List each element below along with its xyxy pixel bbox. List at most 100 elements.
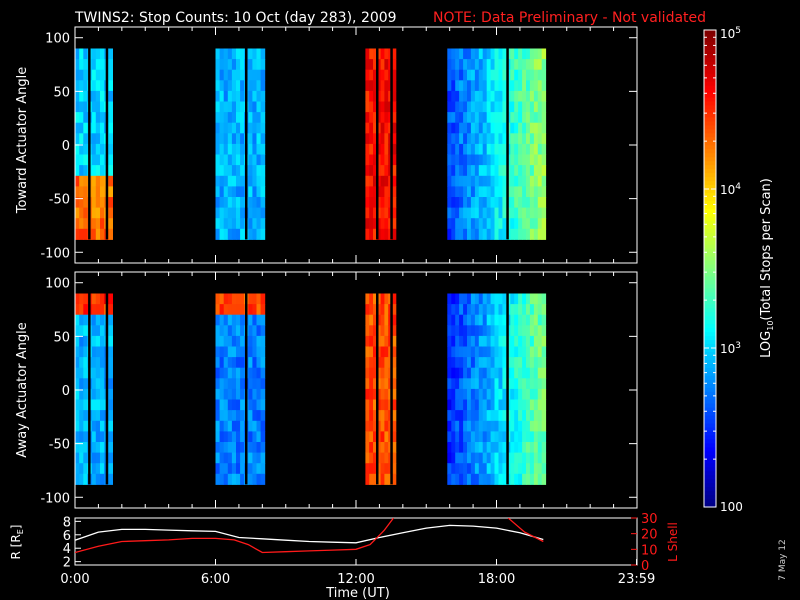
colorbar-swatch	[704, 451, 716, 456]
heatmap-cell	[533, 218, 539, 230]
heatmap-cell	[459, 143, 464, 155]
heatmap-cell	[260, 80, 266, 92]
heatmap-cell	[529, 59, 535, 71]
heatmap-cell	[451, 399, 456, 411]
heatmap-cell	[447, 293, 452, 305]
heatmap-cell	[369, 143, 374, 155]
ytick-label: 100	[45, 277, 70, 292]
heatmap-cell	[219, 101, 225, 113]
colorbar-swatch	[704, 232, 716, 238]
heatmap-cell	[474, 399, 480, 411]
heatmap-cell	[392, 165, 397, 177]
heatmap-cell	[447, 133, 452, 145]
colorbar-swatch	[704, 236, 716, 242]
heatmap-cell	[252, 410, 257, 422]
heatmap-cell	[533, 133, 539, 145]
heatmap-cell	[384, 59, 389, 71]
heatmap-cell	[380, 80, 385, 92]
heatmap-cell	[392, 218, 397, 230]
heatmap-cell	[369, 367, 374, 379]
heatmap-cell	[260, 165, 266, 177]
heatmap-cell	[451, 388, 456, 400]
heatmap-cell	[463, 335, 468, 347]
heatmap-cell	[79, 218, 84, 230]
heatmap-cell	[470, 442, 476, 454]
heatmap-cell	[108, 378, 113, 390]
heatmap-cell	[459, 410, 464, 422]
heatmap-cell	[91, 325, 97, 337]
heatmap-cell	[75, 442, 80, 454]
heatmap-cell	[526, 207, 531, 219]
lshell-series-line	[75, 518, 395, 554]
heatmap-cell	[463, 80, 468, 92]
heatmap-cell	[392, 143, 397, 155]
heatmap-cell	[219, 143, 225, 155]
heatmap-cell	[256, 207, 262, 219]
heatmap-cell	[459, 388, 464, 400]
heatmap-cell	[455, 218, 460, 230]
heatmap-cell	[467, 388, 472, 400]
heatmap-cell	[252, 452, 257, 464]
heatmap-cell	[95, 154, 101, 166]
heatmap-cell	[83, 207, 88, 219]
heatmap-cell	[376, 357, 382, 369]
heatmap-cell	[490, 90, 495, 102]
heatmap-cell	[227, 452, 233, 464]
heatmap-cell	[384, 463, 389, 475]
heatmap-cell	[529, 335, 535, 347]
heatmap-cell	[384, 80, 389, 92]
heatmap-cell	[537, 101, 543, 113]
heatmap-cell	[365, 367, 370, 379]
colorbar-swatch	[704, 101, 716, 107]
r-tick-label: 6	[63, 529, 71, 544]
heatmap-cell	[260, 335, 266, 347]
heatmap-cell	[376, 154, 382, 166]
heatmap-cell	[240, 367, 245, 379]
heatmap-cell	[219, 335, 225, 347]
heatmap-cell	[510, 175, 515, 187]
heatmap-cell	[100, 101, 105, 113]
heatmap-cell	[478, 207, 484, 219]
heatmap-cell	[365, 314, 370, 326]
heatmap-cell	[526, 122, 531, 134]
heatmap-cell	[482, 431, 488, 443]
heatmap-cell	[467, 399, 472, 411]
heatmap-cell	[541, 186, 547, 198]
heatmap-cell	[490, 378, 495, 390]
heatmap-cell	[108, 228, 113, 240]
heatmap-cell	[384, 304, 389, 316]
heatmap-cell	[467, 154, 472, 166]
heatmap-cell	[380, 367, 385, 379]
heatmap-cell	[510, 228, 515, 240]
data-gap	[376, 293, 379, 485]
heatmap-cell	[533, 463, 539, 475]
heatmap-cell	[498, 207, 503, 219]
heatmap-cell	[260, 452, 266, 464]
heatmap-cell	[463, 133, 468, 145]
heatmap-cell	[252, 367, 257, 379]
heatmap-cell	[518, 207, 523, 219]
heatmap-cell	[369, 357, 374, 369]
heatmap-cell	[384, 357, 389, 369]
heatmap-cell	[526, 186, 531, 198]
heatmap-cell	[75, 452, 80, 464]
heatmap-cell	[514, 325, 519, 337]
heatmap-cell	[494, 112, 499, 124]
heatmap-cell	[459, 207, 464, 219]
heatmap-cell	[380, 346, 385, 358]
heatmap-cell	[91, 420, 97, 432]
heatmap-cell	[533, 122, 539, 134]
heatmap-cell	[494, 335, 499, 347]
heatmap-cell	[231, 59, 237, 71]
heatmap-cell	[373, 325, 378, 337]
heatmap-cell	[474, 154, 480, 166]
heatmap-cell	[486, 80, 492, 92]
heatmap-cell	[376, 80, 382, 92]
heatmap-cell	[533, 80, 539, 92]
heatmap-cell	[100, 59, 105, 71]
heatmap-cell	[215, 133, 221, 145]
heatmap-cell	[223, 335, 229, 347]
heatmap-cell	[529, 431, 535, 443]
heatmap-cell	[537, 357, 543, 369]
heatmap-cell	[95, 80, 101, 92]
